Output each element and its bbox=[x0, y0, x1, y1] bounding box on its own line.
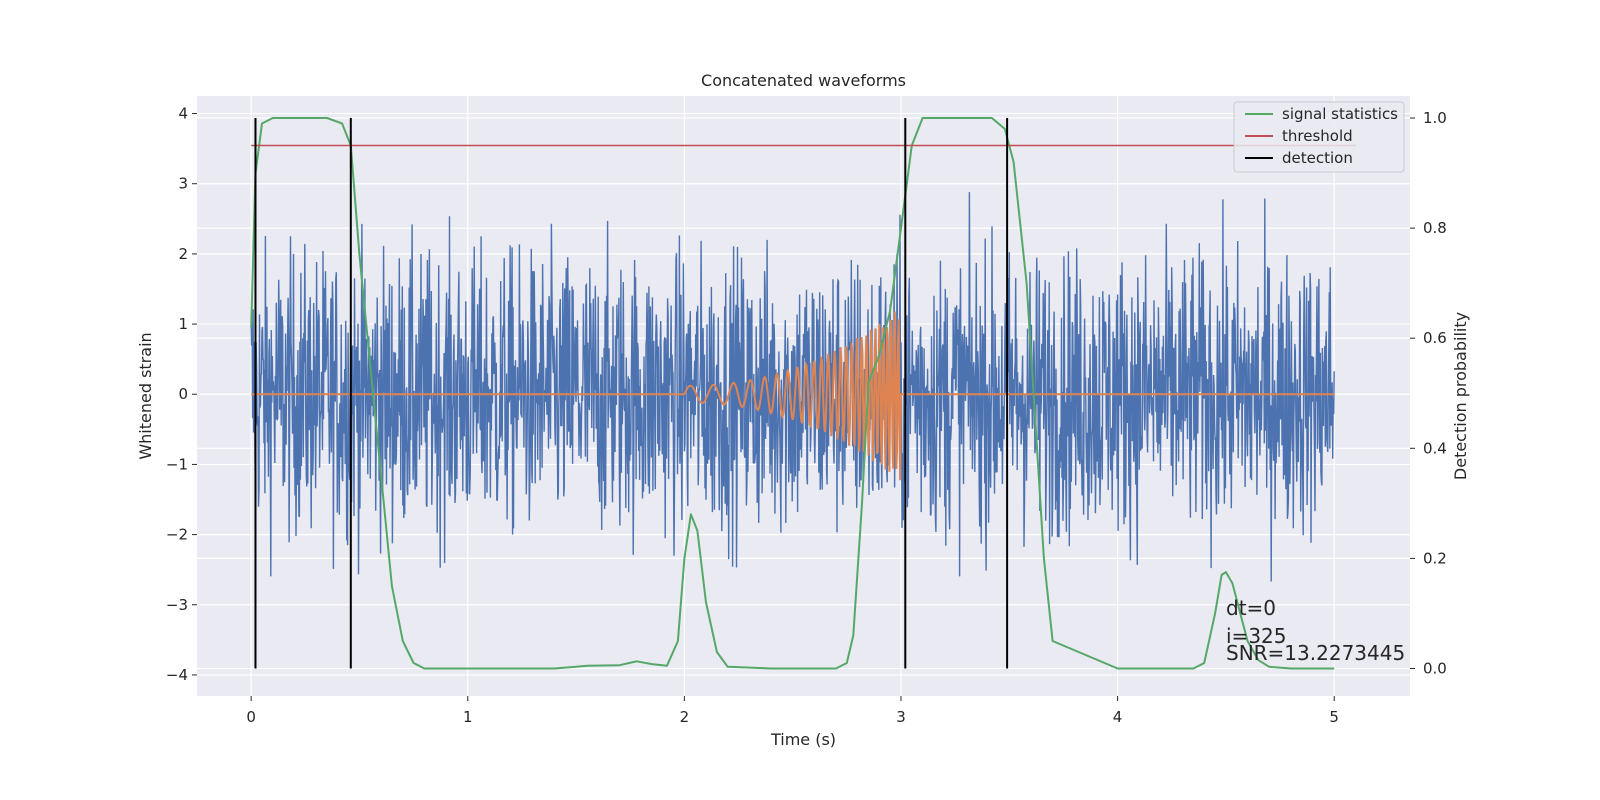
y-tick-label: 1 bbox=[178, 315, 188, 333]
y-tick-label: −4 bbox=[166, 666, 188, 684]
legend-label-detection: detection bbox=[1282, 149, 1353, 167]
x-tick-label: 3 bbox=[896, 708, 906, 726]
x-tick-label: 4 bbox=[1113, 708, 1123, 726]
chart-title: Concatenated waveforms bbox=[701, 71, 906, 90]
y-tick-label: 3 bbox=[178, 175, 188, 193]
y-tick-label: 0 bbox=[178, 385, 188, 403]
y2-tick-label: 1.0 bbox=[1423, 109, 1447, 127]
y-axis-title: Whitened strain bbox=[136, 332, 155, 459]
strain-series bbox=[250, 192, 1335, 582]
y2-tick-label: 0.4 bbox=[1423, 439, 1447, 457]
signal-statistics-line bbox=[250, 117, 1335, 670]
legend: signal statistics threshold detection bbox=[1233, 101, 1405, 173]
y2-tick-label: 0.2 bbox=[1423, 549, 1447, 567]
right-axis-series bbox=[250, 117, 1356, 670]
y2-tick-label: 0.6 bbox=[1423, 329, 1447, 347]
y-tick-label: −3 bbox=[166, 596, 188, 614]
y2-axis-title: Detection probability bbox=[1451, 312, 1470, 480]
annotation-index: i=325 bbox=[1226, 624, 1287, 648]
legend-box bbox=[1233, 101, 1405, 173]
annotation-dt: dt=0 bbox=[1226, 596, 1276, 620]
legend-label-threshold: threshold bbox=[1282, 127, 1353, 145]
x-tick-label: 2 bbox=[680, 708, 690, 726]
y-tick-label: −2 bbox=[166, 526, 188, 544]
injected-waveform-series bbox=[251, 311, 1335, 481]
y2-tick-label: 0.0 bbox=[1423, 659, 1447, 677]
y-tick-label: 2 bbox=[178, 245, 188, 263]
axis-ticks: 0 1 2 3 4 5 4 3 2 1 0 −1 −2 −3 −4 1.0 0.8 0.6 0.4 0.2 0.0 bbox=[166, 105, 1447, 726]
y-tick-label: −1 bbox=[166, 455, 188, 473]
x-tick-label: 5 bbox=[1329, 708, 1339, 726]
legend-label-signal-statistics: signal statistics bbox=[1282, 105, 1398, 123]
y-tick-label: 4 bbox=[178, 105, 188, 123]
strain-line bbox=[250, 192, 1335, 582]
y2-tick-label: 0.8 bbox=[1423, 219, 1447, 237]
x-tick-label: 1 bbox=[463, 708, 473, 726]
injected-waveform-line bbox=[251, 311, 1335, 481]
x-axis-title: Time (s) bbox=[770, 730, 836, 749]
x-tick-label: 0 bbox=[246, 708, 256, 726]
annotation-snr: SNR=13.2273445 bbox=[1226, 641, 1405, 665]
